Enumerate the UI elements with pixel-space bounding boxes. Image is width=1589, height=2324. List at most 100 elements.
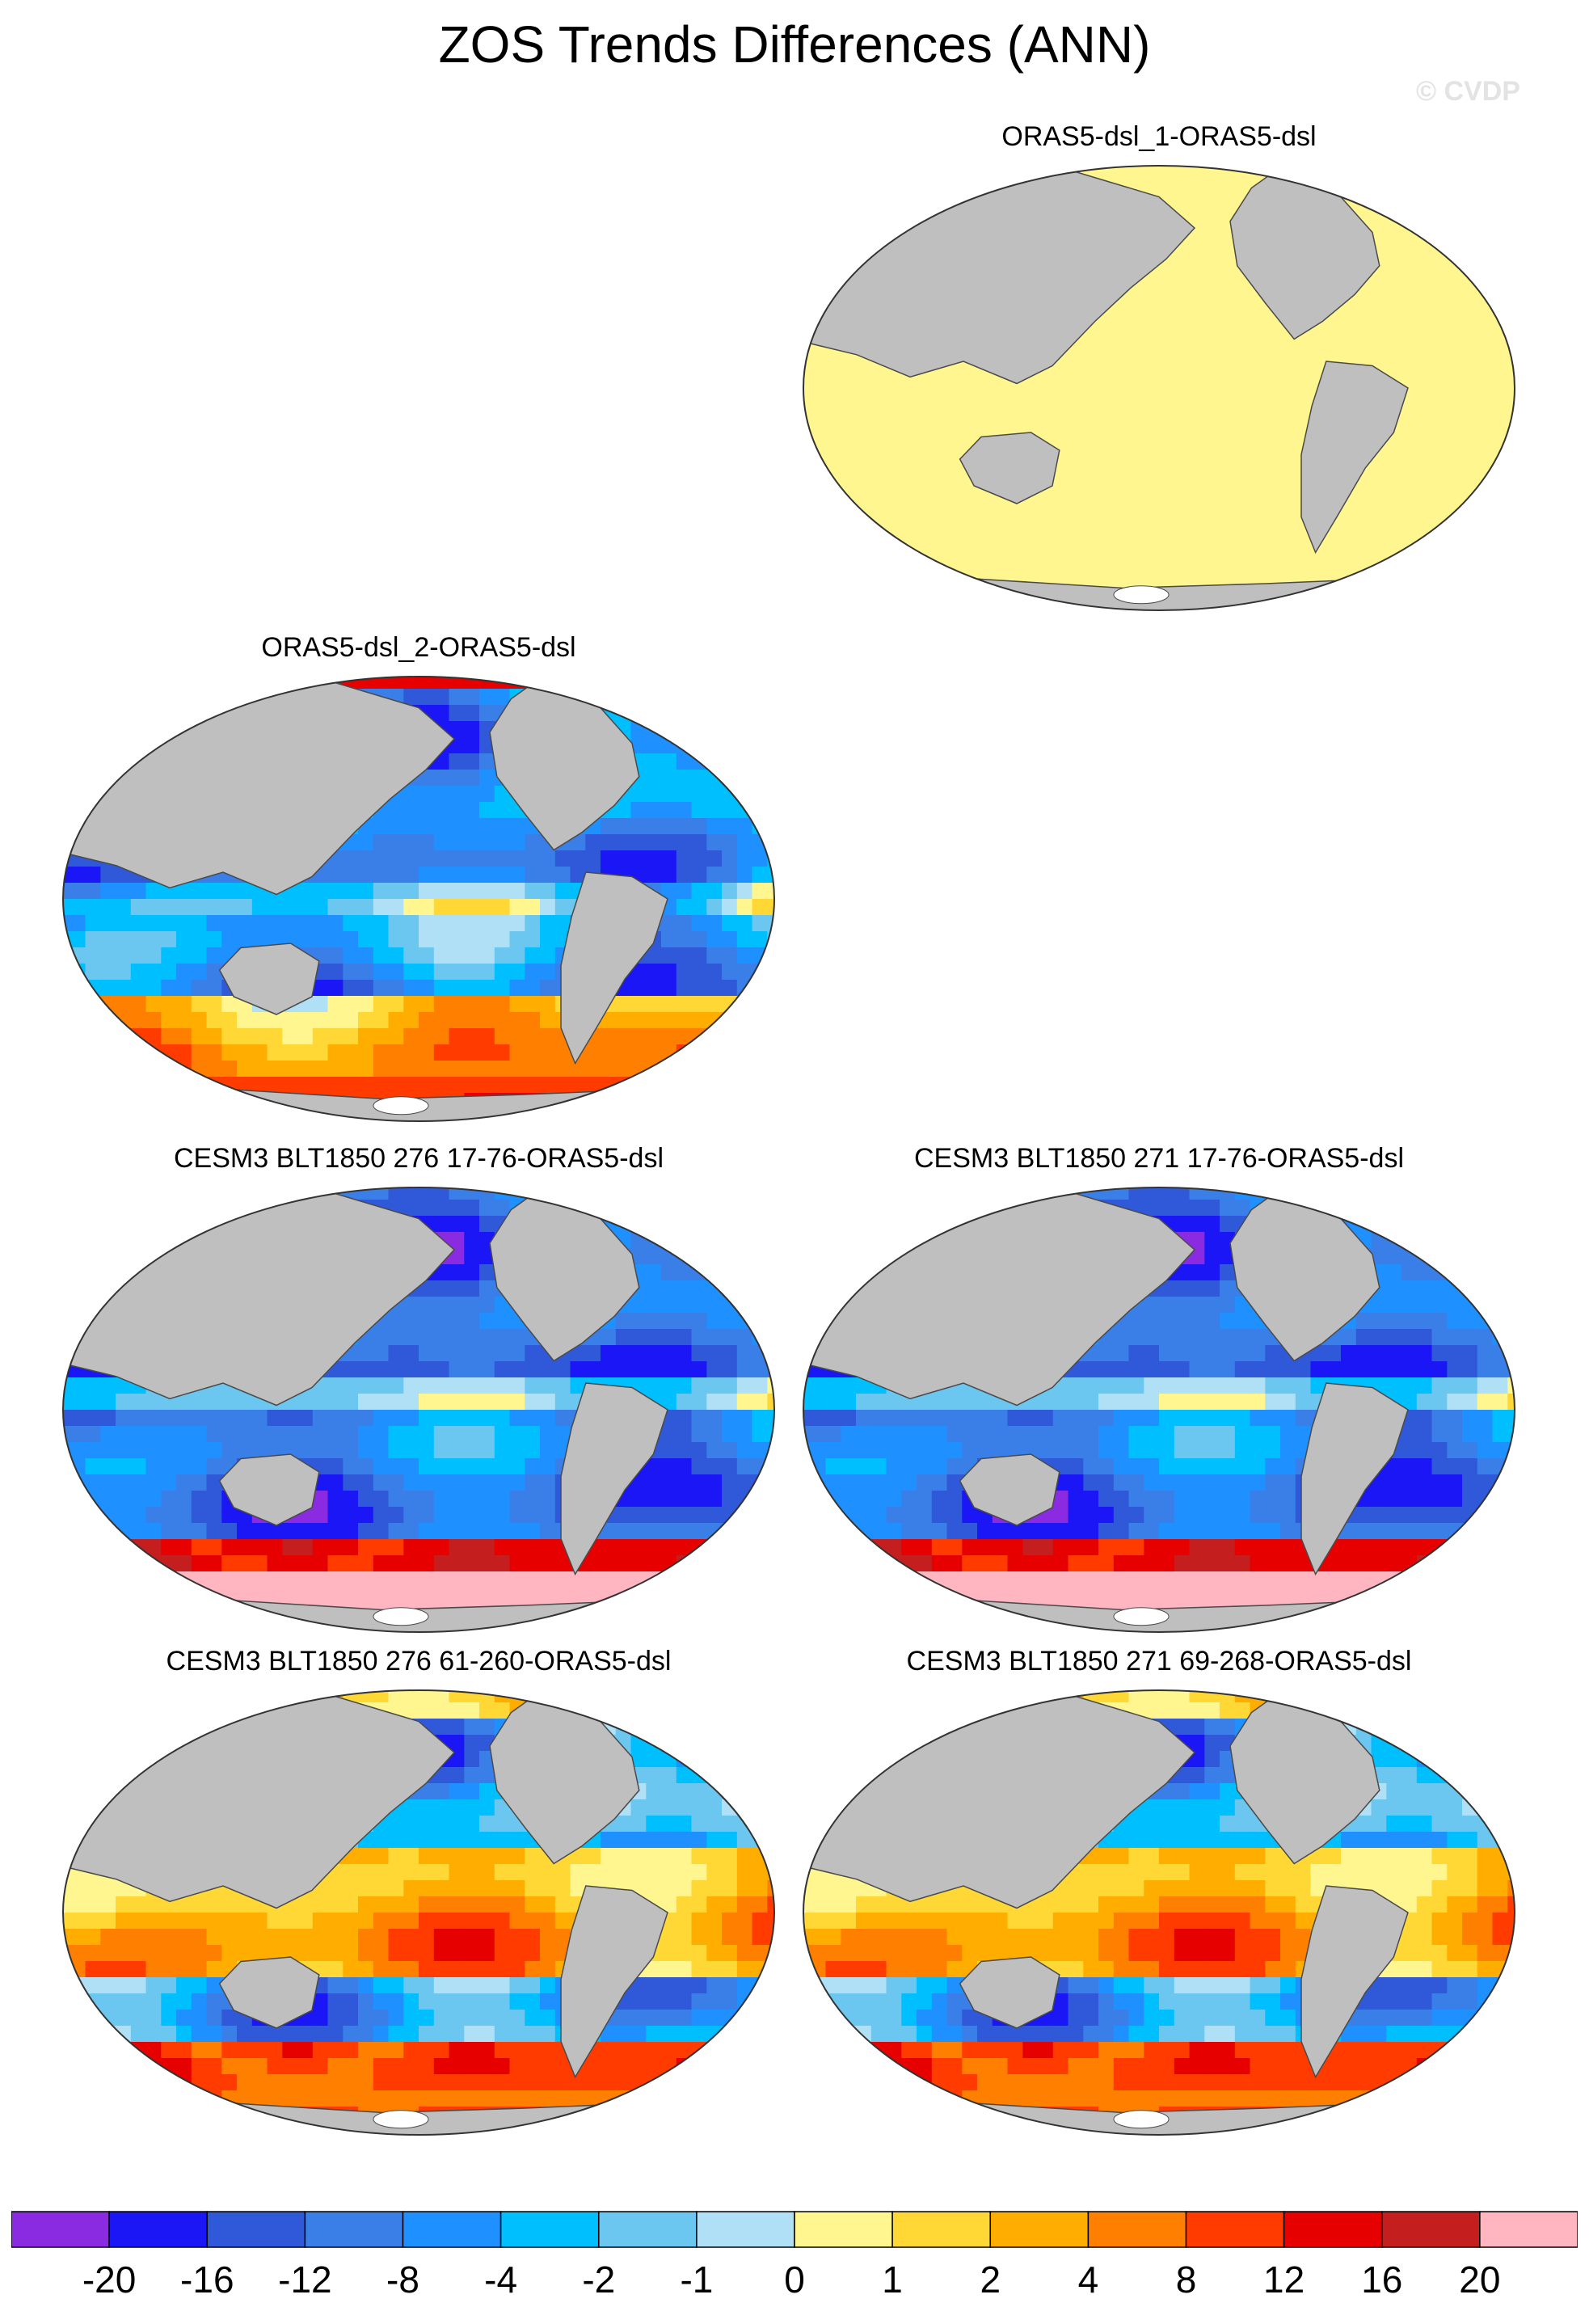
field-cell <box>736 1280 753 1297</box>
field-cell <box>661 1491 677 1508</box>
field-cell <box>161 1028 177 1045</box>
field-cell <box>1401 1588 1418 1605</box>
field-cell <box>116 1093 132 1110</box>
field-cell <box>646 753 662 770</box>
field-cell <box>494 947 511 964</box>
field-cell <box>554 677 571 690</box>
field-cell <box>63 899 71 916</box>
field-cell <box>1507 1264 1515 1281</box>
field-cell <box>1507 1571 1515 1588</box>
field-cell <box>251 1012 268 1029</box>
field-cell <box>767 1735 774 1752</box>
field-cell <box>752 1442 768 1459</box>
field-cell <box>63 1264 71 1281</box>
field-cell <box>1068 1442 1084 1459</box>
field-cell <box>570 834 586 851</box>
field-cell <box>706 753 723 770</box>
field-cell <box>373 1410 390 1427</box>
field-cell <box>130 1232 147 1249</box>
field-cell <box>130 677 147 690</box>
field-cell <box>1447 1426 1463 1443</box>
field-cell <box>161 705 177 722</box>
field-cell <box>962 1187 978 1200</box>
field-cell <box>373 915 390 932</box>
field-cell <box>736 770 753 787</box>
field-cell <box>161 1523 177 1540</box>
field-cell <box>464 1929 480 1946</box>
map-panel-oras5-dsl-2: ORAS5-dsl_2-ORAS5-dsl <box>55 632 782 1133</box>
field-cell <box>130 737 147 754</box>
field-cell <box>388 1977 404 1994</box>
field-cell <box>358 834 374 851</box>
field-cell <box>130 1200 147 1217</box>
field-cell <box>237 1588 253 1605</box>
field-cell <box>661 1093 677 1110</box>
field-cell <box>161 721 177 738</box>
field-cell <box>206 1028 222 1045</box>
field-cell <box>1310 1345 1326 1362</box>
field-cell <box>1280 1507 1296 1524</box>
field-cell <box>403 915 419 932</box>
field-cell <box>706 980 723 997</box>
field-cell <box>297 1539 314 1556</box>
field-cell <box>525 1077 541 1094</box>
field-cell <box>509 1571 525 1588</box>
field-cell <box>706 1832 723 1849</box>
field-cell <box>1189 1329 1205 1346</box>
field-cell <box>388 1588 404 1605</box>
field-cell <box>176 1491 192 1508</box>
greenland-land <box>673 1204 726 1255</box>
field-cell <box>1386 1216 1402 1233</box>
field-cell <box>630 850 647 867</box>
field-cell <box>767 737 774 754</box>
field-cell <box>1507 1313 1515 1330</box>
field-cell <box>1295 1620 1312 1632</box>
field-cell <box>1098 1361 1115 1378</box>
field-cell <box>327 1377 344 1394</box>
field-cell <box>825 1200 841 1217</box>
field-cell <box>856 1264 872 1281</box>
field-cell <box>917 1620 933 1632</box>
field-cell <box>810 1507 827 1524</box>
field-cell <box>267 1426 283 1443</box>
field-cell <box>116 1523 132 1540</box>
field-cell <box>615 1012 632 1029</box>
field-cell <box>1189 1200 1205 1217</box>
field-cell <box>1083 1394 1099 1411</box>
field-cell <box>630 1588 647 1605</box>
field-cell <box>1355 1539 1372 1556</box>
field-cell <box>221 1410 238 1427</box>
field-cell <box>191 1702 208 1719</box>
field-cell <box>525 1044 541 1061</box>
field-cell <box>722 1442 738 1459</box>
field-cell <box>464 721 480 738</box>
field-cell <box>419 1426 435 1443</box>
field-cell <box>176 1977 192 1994</box>
field-cell <box>130 1719 147 1736</box>
field-cell <box>161 1588 177 1605</box>
field-cell <box>85 1280 101 1297</box>
field-cell <box>449 1751 465 1768</box>
field-cell <box>1371 1507 1387 1524</box>
field-cell <box>176 689 192 706</box>
field-cell <box>767 1767 774 1784</box>
field-cell <box>1220 1377 1236 1394</box>
field-cell <box>449 1588 465 1605</box>
field-cell <box>312 980 329 997</box>
field-cell <box>601 818 617 835</box>
field-cell <box>1234 1507 1251 1524</box>
field-cell <box>145 1442 162 1459</box>
field-cell <box>70 1588 86 1605</box>
field-cell <box>449 1832 465 1849</box>
field-cell <box>358 1690 374 1703</box>
field-cell <box>1431 1458 1448 1475</box>
field-cell <box>509 850 525 867</box>
field-cell <box>870 1604 887 1621</box>
field-cell <box>525 1458 541 1475</box>
field-cell <box>1477 1474 1494 1491</box>
field-cell <box>722 1313 738 1330</box>
field-cell <box>1098 1426 1115 1443</box>
field-cell <box>706 1232 723 1249</box>
field-cell <box>1401 1571 1418 1588</box>
field-cell <box>1371 1248 1387 1265</box>
